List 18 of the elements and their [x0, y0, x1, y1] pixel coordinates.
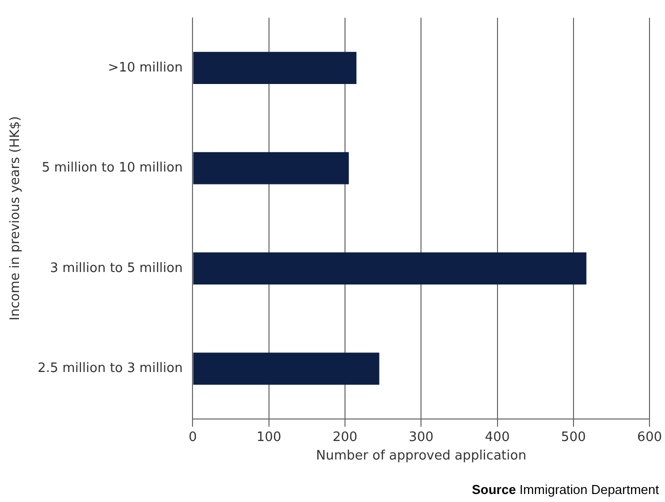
x-axis-title: Number of approved application [316, 448, 526, 464]
y-tick-label: >10 million [108, 60, 183, 76]
x-tick-label: 300 [408, 430, 434, 445]
x-tick-label: 400 [484, 430, 510, 445]
y-tick-label: 2.5 million to 3 million [38, 361, 183, 376]
source-note: Source Immigration Department [472, 482, 660, 497]
x-tick-label: 600 [637, 430, 662, 445]
x-tick-label: 200 [332, 430, 358, 445]
y-tick-label: 5 million to 10 million [42, 160, 183, 176]
bar [193, 352, 380, 385]
bar [193, 52, 356, 84]
x-tick-label: 100 [256, 430, 282, 445]
x-tick-label: 500 [561, 430, 586, 445]
bar [193, 252, 586, 284]
y-tick-label: 3 million to 5 million [50, 260, 183, 276]
y-axis-title: Income in previous years (HK$) [8, 116, 24, 320]
bar [193, 152, 349, 184]
x-tick-label: 0 [188, 430, 197, 445]
